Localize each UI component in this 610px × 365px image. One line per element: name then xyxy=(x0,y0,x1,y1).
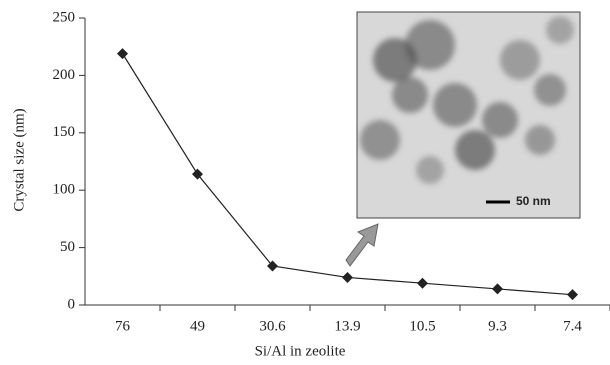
inset-image: 50 nm xyxy=(356,11,581,219)
x-tick-label: 49 xyxy=(190,318,205,334)
x-axis-label: Si/Al in zeolite xyxy=(255,343,346,359)
arrow xyxy=(345,223,379,267)
x-tick-label: 9.3 xyxy=(488,318,507,334)
x-tick-label: 13.9 xyxy=(334,318,360,334)
y-tick-label: 0 xyxy=(68,296,76,312)
x-tick-label: 30.6 xyxy=(259,318,286,334)
y-tick-label: 250 xyxy=(53,9,76,25)
x-tick-label: 7.4 xyxy=(563,318,582,334)
y-tick-label: 100 xyxy=(53,182,76,198)
y-axis-label: Crystal size (nm) xyxy=(11,108,27,211)
marker xyxy=(567,289,578,301)
y-tick-label: 50 xyxy=(60,239,75,255)
x-tick-label: 10.5 xyxy=(409,318,435,334)
marker xyxy=(117,48,128,60)
scale-label: 50 nm xyxy=(516,194,551,208)
marker xyxy=(192,168,203,180)
x-tick-label: 76 xyxy=(115,318,131,334)
y-tick-label: 200 xyxy=(53,67,76,83)
marker xyxy=(342,271,353,283)
marker xyxy=(492,283,503,295)
marker xyxy=(267,260,278,272)
y-tick-label: 150 xyxy=(53,124,76,140)
marker xyxy=(417,277,428,289)
